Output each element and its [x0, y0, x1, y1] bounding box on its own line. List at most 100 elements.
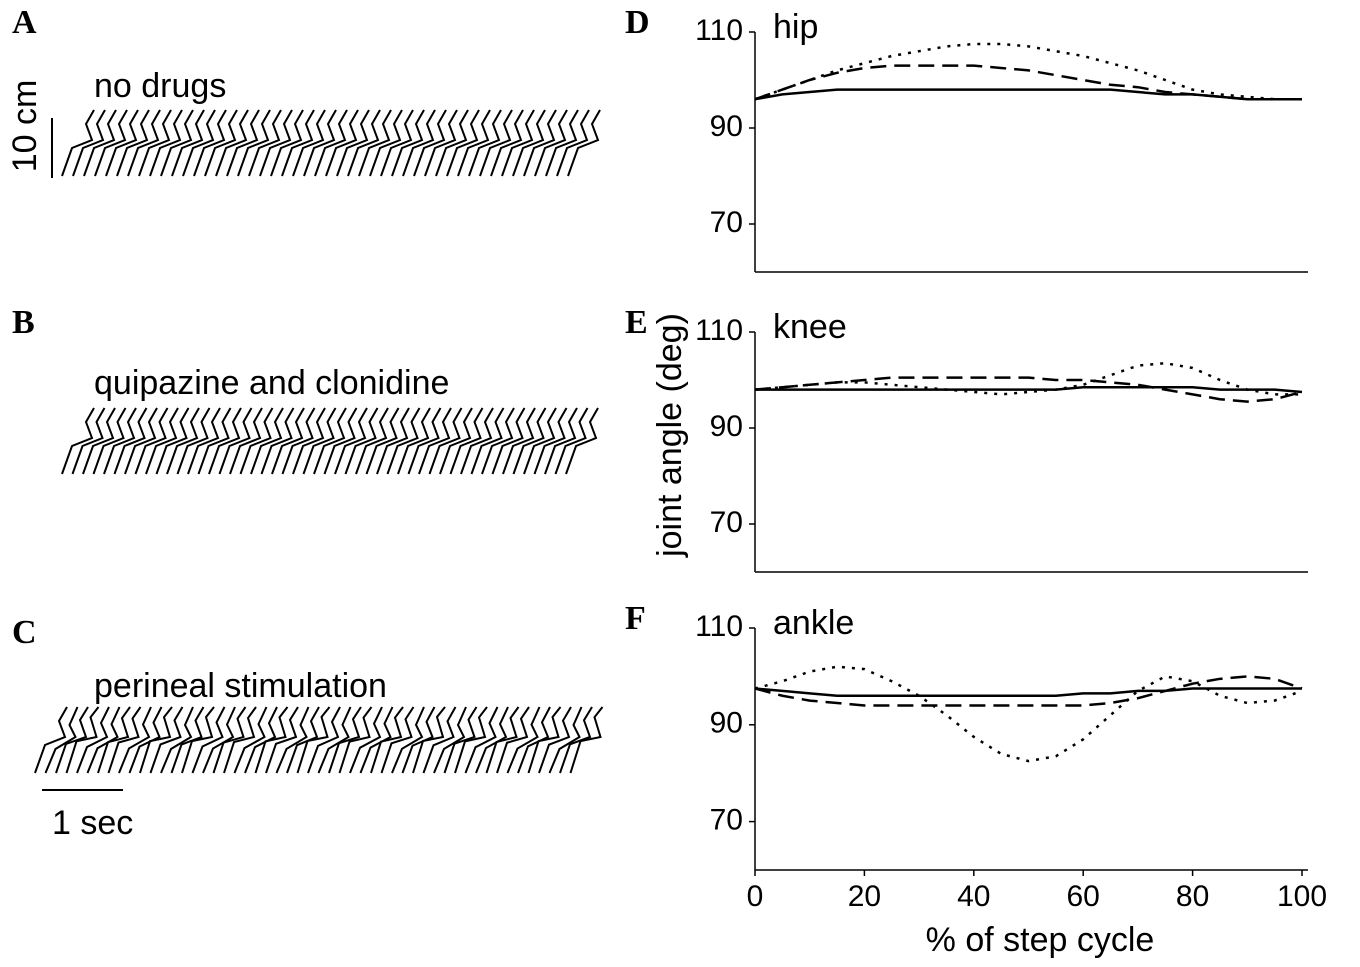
stick-figure — [303, 109, 337, 177]
stick-figure — [182, 109, 216, 177]
stick-figure — [523, 109, 557, 177]
stick-figure — [218, 407, 253, 475]
stick-figure — [65, 706, 100, 774]
series-line — [754, 675, 1303, 707]
series-line — [754, 687, 1302, 698]
stick-figure — [55, 706, 89, 774]
panel-title: knee — [773, 308, 847, 346]
series-line — [755, 385, 1303, 394]
stick-figure — [501, 109, 535, 177]
panel-label: B — [12, 304, 35, 341]
stick-figure — [490, 109, 524, 177]
stick-figure — [292, 407, 326, 475]
series-line — [754, 361, 1302, 396]
stick-figure — [281, 109, 315, 177]
stick-figure — [138, 109, 172, 177]
stick-figure — [512, 109, 546, 177]
stick-figure — [292, 109, 326, 177]
stick-figure — [313, 407, 347, 475]
stick-figure — [402, 109, 436, 177]
stick-figure — [336, 109, 370, 177]
stick-figure — [118, 706, 152, 774]
stick-figure — [391, 706, 425, 774]
stick-figure — [61, 407, 95, 475]
stick-figure — [334, 407, 368, 475]
series-line — [754, 665, 1303, 763]
stick-figure — [191, 706, 226, 774]
stick-figure — [254, 706, 289, 774]
stick-figure — [44, 706, 79, 774]
stick-figure — [160, 706, 194, 774]
stick-figure — [116, 109, 150, 177]
x-tick-label: 100 — [1277, 880, 1327, 913]
stick-figure — [155, 407, 190, 475]
x-tick-label: 20 — [848, 880, 881, 913]
stick-figure — [545, 109, 579, 177]
stick-figure — [107, 706, 142, 774]
stick-figure — [534, 109, 568, 177]
stick-figure — [338, 706, 373, 774]
stick-figure — [187, 407, 221, 475]
stick-figure — [479, 109, 513, 177]
stick-figure — [149, 109, 183, 177]
y-tick-label: 70 — [710, 506, 743, 539]
stick-figure — [193, 109, 227, 177]
stick-figure — [275, 706, 310, 774]
stick-figure — [538, 706, 572, 774]
stick-figure — [470, 407, 505, 475]
stick-figure — [72, 109, 106, 177]
stick-figure — [380, 109, 414, 177]
stick-figure — [457, 109, 491, 177]
stick-figure — [496, 706, 530, 774]
stick-figure — [449, 407, 484, 475]
stick-figure — [239, 407, 274, 475]
stick-figure — [443, 706, 478, 774]
stick-figure — [307, 706, 341, 774]
stick-figure — [412, 706, 446, 774]
stick-figure — [407, 407, 442, 475]
y-tick-label: 90 — [710, 410, 743, 443]
stick-figure — [347, 109, 381, 177]
stick-figure — [548, 706, 583, 774]
series-line — [754, 64, 1302, 101]
stick-figure — [468, 109, 502, 177]
stick-figure — [464, 706, 499, 774]
x-tick-label: 0 — [747, 880, 764, 913]
stick-figure — [302, 407, 337, 475]
stick-figure — [349, 706, 383, 774]
stick-figure — [397, 407, 431, 475]
y-tick-label: 70 — [710, 206, 743, 239]
stick-figure — [128, 706, 163, 774]
stick-figure — [428, 407, 463, 475]
y-tick-label: 110 — [695, 14, 743, 47]
panel-title: ankle — [773, 604, 854, 642]
panel-title: perineal stimulation — [94, 667, 387, 705]
stick-figure — [369, 109, 403, 177]
panel-label: A — [12, 4, 37, 41]
stick-figure — [544, 407, 578, 475]
y-tick-label: 70 — [710, 804, 743, 837]
stick-figure — [370, 706, 404, 774]
stick-figure — [166, 407, 200, 475]
stick-figure — [317, 706, 352, 774]
stick-figure — [533, 407, 568, 475]
stick-figure — [204, 109, 238, 177]
stick-figure — [556, 109, 590, 177]
stick-figure — [181, 706, 215, 774]
stick-figure — [502, 407, 536, 475]
series-line — [754, 42, 1302, 101]
stick-figure — [475, 706, 509, 774]
stick-figure — [250, 407, 284, 475]
stick-figure — [248, 109, 282, 177]
stick-figure — [76, 706, 110, 774]
stick-figure — [418, 407, 452, 475]
stick-figure — [460, 407, 494, 475]
stick-figure — [71, 407, 106, 475]
stick-figure — [344, 407, 379, 475]
stick-figure — [454, 706, 488, 774]
y-tick-label: 110 — [695, 610, 743, 643]
stick-figure — [229, 407, 263, 475]
stick-figure — [323, 407, 358, 475]
scale-label: 10 cm — [6, 80, 44, 173]
